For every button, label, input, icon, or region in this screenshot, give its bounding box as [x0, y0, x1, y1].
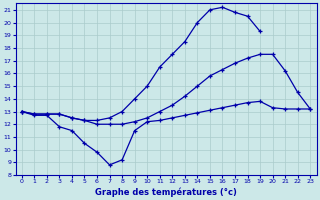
- X-axis label: Graphe des températures (°c): Graphe des températures (°c): [95, 187, 237, 197]
